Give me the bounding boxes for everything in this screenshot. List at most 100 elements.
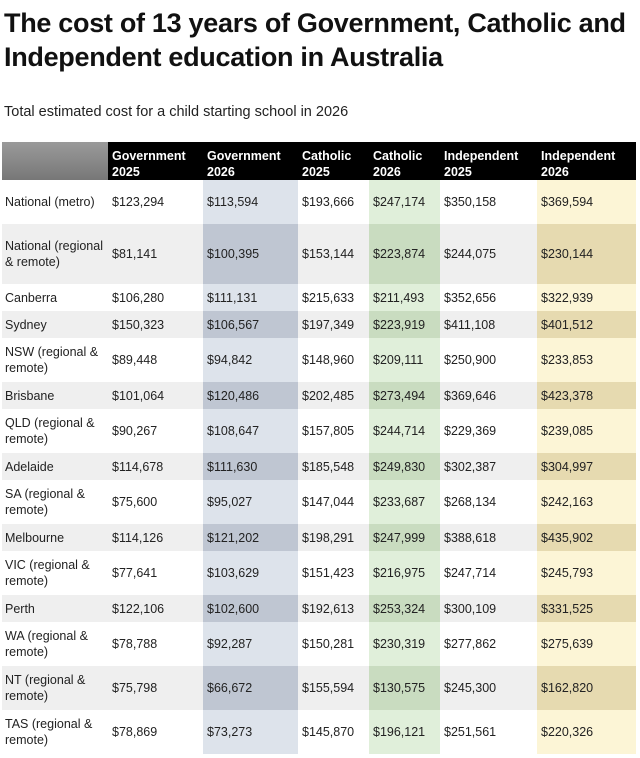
column-header: Government 2026 bbox=[203, 142, 298, 180]
table-cell: $302,387 bbox=[440, 453, 537, 480]
table-row: Adelaide $114,678 $111,630 $185,548 $249,830… bbox=[2, 453, 636, 480]
table-cell: $106,567 bbox=[203, 311, 298, 338]
table-cell: $369,646 bbox=[440, 382, 537, 409]
table-cell: $249,830 bbox=[369, 453, 440, 480]
table-cell: $352,656 bbox=[440, 284, 537, 311]
table-cell: $411,108 bbox=[440, 311, 537, 338]
column-header: Government 2025 bbox=[108, 142, 203, 180]
table-cell: $211,493 bbox=[369, 284, 440, 311]
table-cell: $230,144 bbox=[537, 224, 636, 284]
table-cell: $239,085 bbox=[537, 409, 636, 453]
table-cell: $233,853 bbox=[537, 338, 636, 382]
table-cell: $401,512 bbox=[537, 311, 636, 338]
table-cell: $114,126 bbox=[108, 524, 203, 551]
table-cell: $66,672 bbox=[203, 666, 298, 710]
chart-title: The cost of 13 years of Government, Cath… bbox=[4, 8, 626, 72]
row-label: Melbourne bbox=[2, 524, 108, 551]
table-cell: $196,121 bbox=[369, 710, 440, 754]
table-cell: $100,395 bbox=[203, 224, 298, 284]
table-cell: $220,326 bbox=[537, 710, 636, 754]
row-label: National (regional & remote) bbox=[2, 224, 108, 284]
table-cell: $150,281 bbox=[298, 622, 369, 666]
table-cell: $90,267 bbox=[108, 409, 203, 453]
table-cell: $322,939 bbox=[537, 284, 636, 311]
row-label: NSW (regional & remote) bbox=[2, 338, 108, 382]
table-cell: $215,633 bbox=[298, 284, 369, 311]
table-cell: $242,163 bbox=[537, 480, 636, 524]
table-cell: $153,144 bbox=[298, 224, 369, 284]
table-cell: $121,202 bbox=[203, 524, 298, 551]
row-label: TAS (regional & remote) bbox=[2, 710, 108, 754]
column-header: Catholic 2025 bbox=[298, 142, 369, 180]
column-header: Independent 2025 bbox=[440, 142, 537, 180]
table-cell: $300,109 bbox=[440, 595, 537, 622]
table-cell: $216,975 bbox=[369, 551, 440, 595]
table-cell: $122,106 bbox=[108, 595, 203, 622]
table-cell: $423,378 bbox=[537, 382, 636, 409]
table-row: Brisbane $101,064 $120,486 $202,485 $273,494… bbox=[2, 382, 636, 409]
table-cell: $89,448 bbox=[108, 338, 203, 382]
cost-table: Government 2025 Government 2026 Catholic… bbox=[2, 142, 636, 754]
table-row: National (regional & remote) $81,141 $100,… bbox=[2, 224, 636, 284]
table-body: National (metro) $123,294 $113,594 $193,666… bbox=[2, 180, 636, 754]
table-cell: $101,064 bbox=[108, 382, 203, 409]
table-cell: $250,900 bbox=[440, 338, 537, 382]
table-cell: $113,594 bbox=[203, 180, 298, 224]
table-cell: $102,600 bbox=[203, 595, 298, 622]
table-cell: $92,287 bbox=[203, 622, 298, 666]
row-label: NT (regional & remote) bbox=[2, 666, 108, 710]
table-cell: $123,294 bbox=[108, 180, 203, 224]
table-cell: $108,647 bbox=[203, 409, 298, 453]
row-label: Canberra bbox=[2, 284, 108, 311]
table-cell: $369,594 bbox=[537, 180, 636, 224]
table-cell: $304,997 bbox=[537, 453, 636, 480]
table-cell: $147,044 bbox=[298, 480, 369, 524]
table-cell: $151,423 bbox=[298, 551, 369, 595]
table-cell: $75,600 bbox=[108, 480, 203, 524]
table-cell: $111,630 bbox=[203, 453, 298, 480]
row-label: National (metro) bbox=[2, 180, 108, 224]
table-cell: $277,862 bbox=[440, 622, 537, 666]
table-cell: $230,319 bbox=[369, 622, 440, 666]
table-row: SA (regional & remote) $75,600 $95,027 $147… bbox=[2, 480, 636, 524]
table-row: Sydney $150,323 $106,567 $197,349 $223,919 $4… bbox=[2, 311, 636, 338]
table-row: WA (regional & remote) $78,788 $92,287 $150… bbox=[2, 622, 636, 666]
table-row: NSW (regional & remote) $89,448 $94,842 $14… bbox=[2, 338, 636, 382]
table-cell: $268,134 bbox=[440, 480, 537, 524]
row-label: SA (regional & remote) bbox=[2, 480, 108, 524]
table-cell: $247,174 bbox=[369, 180, 440, 224]
table-cell: $193,666 bbox=[298, 180, 369, 224]
column-header: Catholic 2026 bbox=[369, 142, 440, 180]
table-cell: $155,594 bbox=[298, 666, 369, 710]
row-label: Sydney bbox=[2, 311, 108, 338]
row-label: QLD (regional & remote) bbox=[2, 409, 108, 453]
table-cell: $209,111 bbox=[369, 338, 440, 382]
table-cell: $198,291 bbox=[298, 524, 369, 551]
table-cell: $202,485 bbox=[298, 382, 369, 409]
table-cell: $223,874 bbox=[369, 224, 440, 284]
table-cell: $435,902 bbox=[537, 524, 636, 551]
table-cell: $95,027 bbox=[203, 480, 298, 524]
table-cell: $253,324 bbox=[369, 595, 440, 622]
table-row: VIC (regional & remote) $77,641 $103,629 $1… bbox=[2, 551, 636, 595]
table-cell: $148,960 bbox=[298, 338, 369, 382]
chart-subtitle: Total estimated cost for a child startin… bbox=[4, 104, 349, 120]
header-row: Government 2025 Government 2026 Catholic… bbox=[2, 142, 636, 180]
table-cell: $247,714 bbox=[440, 551, 537, 595]
table-cell: $251,561 bbox=[440, 710, 537, 754]
table-cell: $81,141 bbox=[108, 224, 203, 284]
table-row: TAS (regional & remote) $78,869 $73,273 $14… bbox=[2, 710, 636, 754]
row-label: Perth bbox=[2, 595, 108, 622]
table-row: Perth $122,106 $102,600 $192,613 $253,324 $30… bbox=[2, 595, 636, 622]
table-cell: $106,280 bbox=[108, 284, 203, 311]
table-cell: $130,575 bbox=[369, 666, 440, 710]
table-cell: $273,494 bbox=[369, 382, 440, 409]
table-row: Canberra $106,280 $111,131 $215,633 $211,493… bbox=[2, 284, 636, 311]
table-cell: $223,919 bbox=[369, 311, 440, 338]
table-cell: $94,842 bbox=[203, 338, 298, 382]
table-cell: $77,641 bbox=[108, 551, 203, 595]
table-cell: $120,486 bbox=[203, 382, 298, 409]
table-cell: $114,678 bbox=[108, 453, 203, 480]
table-row: QLD (regional & remote) $90,267 $108,647 $1… bbox=[2, 409, 636, 453]
row-label: Adelaide bbox=[2, 453, 108, 480]
